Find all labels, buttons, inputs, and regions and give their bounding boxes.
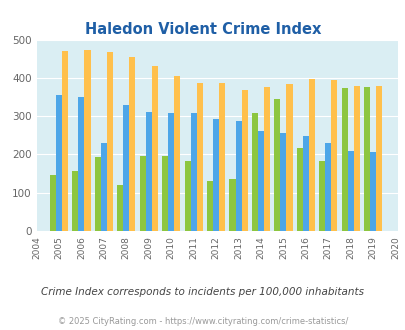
Bar: [330, 80, 337, 231]
Bar: [296, 148, 302, 231]
Text: Crime Index corresponds to incidents per 100,000 inhabitants: Crime Index corresponds to incidents per…: [41, 287, 364, 297]
Bar: [100, 143, 107, 231]
Bar: [324, 143, 330, 231]
Bar: [123, 105, 129, 231]
Bar: [274, 99, 280, 231]
Bar: [229, 179, 235, 231]
Bar: [72, 171, 78, 231]
Bar: [196, 83, 202, 231]
Bar: [341, 88, 347, 231]
Bar: [219, 83, 225, 231]
Bar: [107, 52, 113, 231]
Bar: [168, 113, 174, 231]
Bar: [241, 90, 247, 231]
Bar: [347, 150, 353, 231]
Bar: [56, 95, 62, 231]
Legend: Haledon, New Jersey, National: Haledon, New Jersey, National: [76, 329, 358, 330]
Bar: [302, 136, 308, 231]
Bar: [369, 152, 375, 231]
Bar: [78, 97, 84, 231]
Bar: [139, 155, 145, 231]
Bar: [94, 157, 100, 231]
Bar: [363, 87, 369, 231]
Text: © 2025 CityRating.com - https://www.cityrating.com/crime-statistics/: © 2025 CityRating.com - https://www.city…: [58, 317, 347, 326]
Bar: [50, 175, 56, 231]
Bar: [286, 84, 292, 231]
Bar: [235, 121, 241, 231]
Bar: [184, 161, 190, 231]
Bar: [251, 114, 257, 231]
Bar: [174, 76, 180, 231]
Bar: [62, 51, 68, 231]
Bar: [318, 161, 324, 231]
Bar: [263, 87, 269, 231]
Bar: [207, 181, 213, 231]
Bar: [280, 133, 286, 231]
Text: Haledon Violent Crime Index: Haledon Violent Crime Index: [85, 22, 320, 37]
Bar: [145, 112, 151, 231]
Bar: [151, 66, 158, 231]
Bar: [353, 85, 359, 231]
Bar: [117, 185, 123, 231]
Bar: [190, 113, 196, 231]
Bar: [213, 119, 219, 231]
Bar: [162, 155, 168, 231]
Bar: [257, 131, 263, 231]
Bar: [308, 79, 314, 231]
Bar: [129, 57, 135, 231]
Bar: [84, 50, 90, 231]
Bar: [375, 86, 382, 231]
